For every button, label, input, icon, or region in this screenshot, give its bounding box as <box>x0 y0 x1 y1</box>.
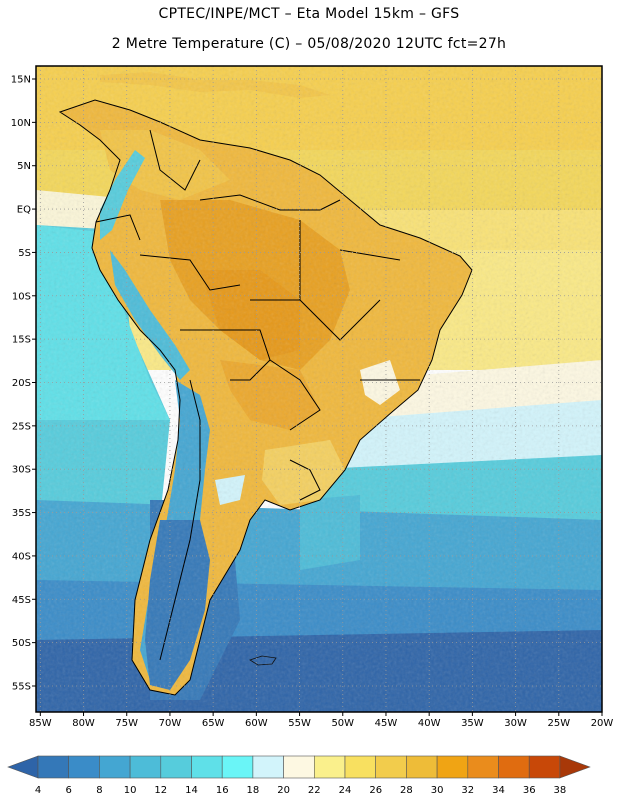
colorbar-label: 16 <box>216 785 229 796</box>
lat-label: 25S <box>12 421 31 432</box>
colorbar-label: 28 <box>400 785 413 796</box>
border-paraguay <box>269 359 321 431</box>
border-uruguay <box>289 459 321 501</box>
lon-label: 40W <box>418 718 441 729</box>
colorbar-label: 26 <box>369 785 382 796</box>
border-argentina-chile <box>159 379 201 661</box>
map-title-line-2: 2 Metre Temperature (C) – 05/08/2020 12U… <box>111 36 507 52</box>
colorbar-label: 36 <box>523 785 536 796</box>
lon-label: 45W <box>375 718 398 729</box>
colorbar-label: 24 <box>339 785 352 796</box>
lon-label: 55W <box>288 718 311 729</box>
lon-label: 85W <box>29 718 52 729</box>
colorbar-segment <box>191 755 223 779</box>
lon-label: 80W <box>72 718 95 729</box>
lat-label: 15N <box>11 75 31 86</box>
lon-label: 75W <box>115 718 138 729</box>
lon-label: 60W <box>245 718 268 729</box>
lon-label: 20W <box>591 718 614 729</box>
lon-label: 50W <box>331 718 354 729</box>
colorbar-label: 10 <box>124 785 137 796</box>
colorbar-segment <box>498 755 530 779</box>
colorbar-label: 22 <box>308 785 321 796</box>
lat-label: 55S <box>12 681 31 692</box>
map-title-line-1: CPTEC/INPE/MCT – Eta Model 15km – GFS <box>158 6 460 22</box>
colorbar-segment <box>68 755 100 779</box>
colorbar-segment <box>467 755 499 779</box>
colorbar-label: 18 <box>247 785 260 796</box>
lat-label: 10S <box>12 291 31 302</box>
lat-label: 20S <box>12 378 31 389</box>
lat-label: 5S <box>18 248 31 259</box>
colorbar-segment <box>99 755 131 779</box>
colorbar-label: 4 <box>35 785 41 796</box>
colorbar-arrow-high <box>559 755 591 779</box>
colorbar-label: 38 <box>554 785 567 796</box>
lat-label: 45S <box>12 595 31 606</box>
colorbar-segment <box>160 755 192 779</box>
colorbar-segment <box>344 755 377 779</box>
colorbar-segment <box>406 755 438 779</box>
colorbar-label: 8 <box>96 785 102 796</box>
border-colombia-venezuela <box>149 129 201 191</box>
colorbar-segment <box>436 755 469 779</box>
colorbar-segment <box>375 755 407 779</box>
colorbar-segment <box>252 755 284 779</box>
colorbar-segment <box>528 755 561 779</box>
lon-label: 30W <box>504 718 527 729</box>
lat-label: 5N <box>17 161 31 172</box>
colorbar-arrow-low <box>7 755 39 779</box>
colorbar-segment <box>221 755 254 779</box>
colorbar-label: 32 <box>461 785 474 796</box>
colorbar-segment <box>313 755 346 779</box>
coastline <box>58 99 473 696</box>
border-bolivia <box>180 329 271 381</box>
border-peru-brazil <box>139 254 241 291</box>
lon-label: 65W <box>202 718 225 729</box>
colorbar-segment <box>37 755 70 779</box>
longitude-labels: 85W 80W 75W 70W 65W 60W 55W 50W 45W 40W 35W 30W 25W 2… <box>29 712 613 729</box>
colorbar-label: 34 <box>492 785 505 796</box>
colorbar-label: 14 <box>185 785 198 796</box>
colorbar-labels: 4 6 8 10 12 14 16 18 20 22 24 26 28 30 32 34 36 38 <box>35 785 566 796</box>
border-brazil-states <box>250 220 420 381</box>
lat-label: 10N <box>11 118 31 129</box>
map-frame <box>35 65 603 713</box>
lat-label: 50S <box>12 638 31 649</box>
temperature-field <box>36 66 602 712</box>
lon-label: 35W <box>461 718 484 729</box>
texture-overlay <box>36 66 602 712</box>
lat-label: EQ <box>17 205 31 216</box>
lat-label: 15S <box>12 335 31 346</box>
colorbar-label: 6 <box>66 785 72 796</box>
colorbar-label: 20 <box>277 785 290 796</box>
lon-label: 70W <box>159 718 182 729</box>
colorbar-segment <box>129 755 162 779</box>
colorbar-label: 12 <box>154 785 167 796</box>
border-ecuador <box>95 214 141 241</box>
lat-label: 40S <box>12 551 31 562</box>
lat-label: 30S <box>12 465 31 476</box>
lon-label: 25W <box>547 718 570 729</box>
colorbar-segment <box>283 755 315 779</box>
political-borders <box>58 99 473 696</box>
colorbar-label: 30 <box>431 785 444 796</box>
lat-label: 35S <box>12 508 31 519</box>
colorbar <box>7 755 591 779</box>
latitude-labels: 15N 10N 5N EQ 5S 10S 15S 20S 25S 30S 35S 40S 45S 50S 5… <box>11 75 36 692</box>
border-brazil-north <box>199 194 341 211</box>
